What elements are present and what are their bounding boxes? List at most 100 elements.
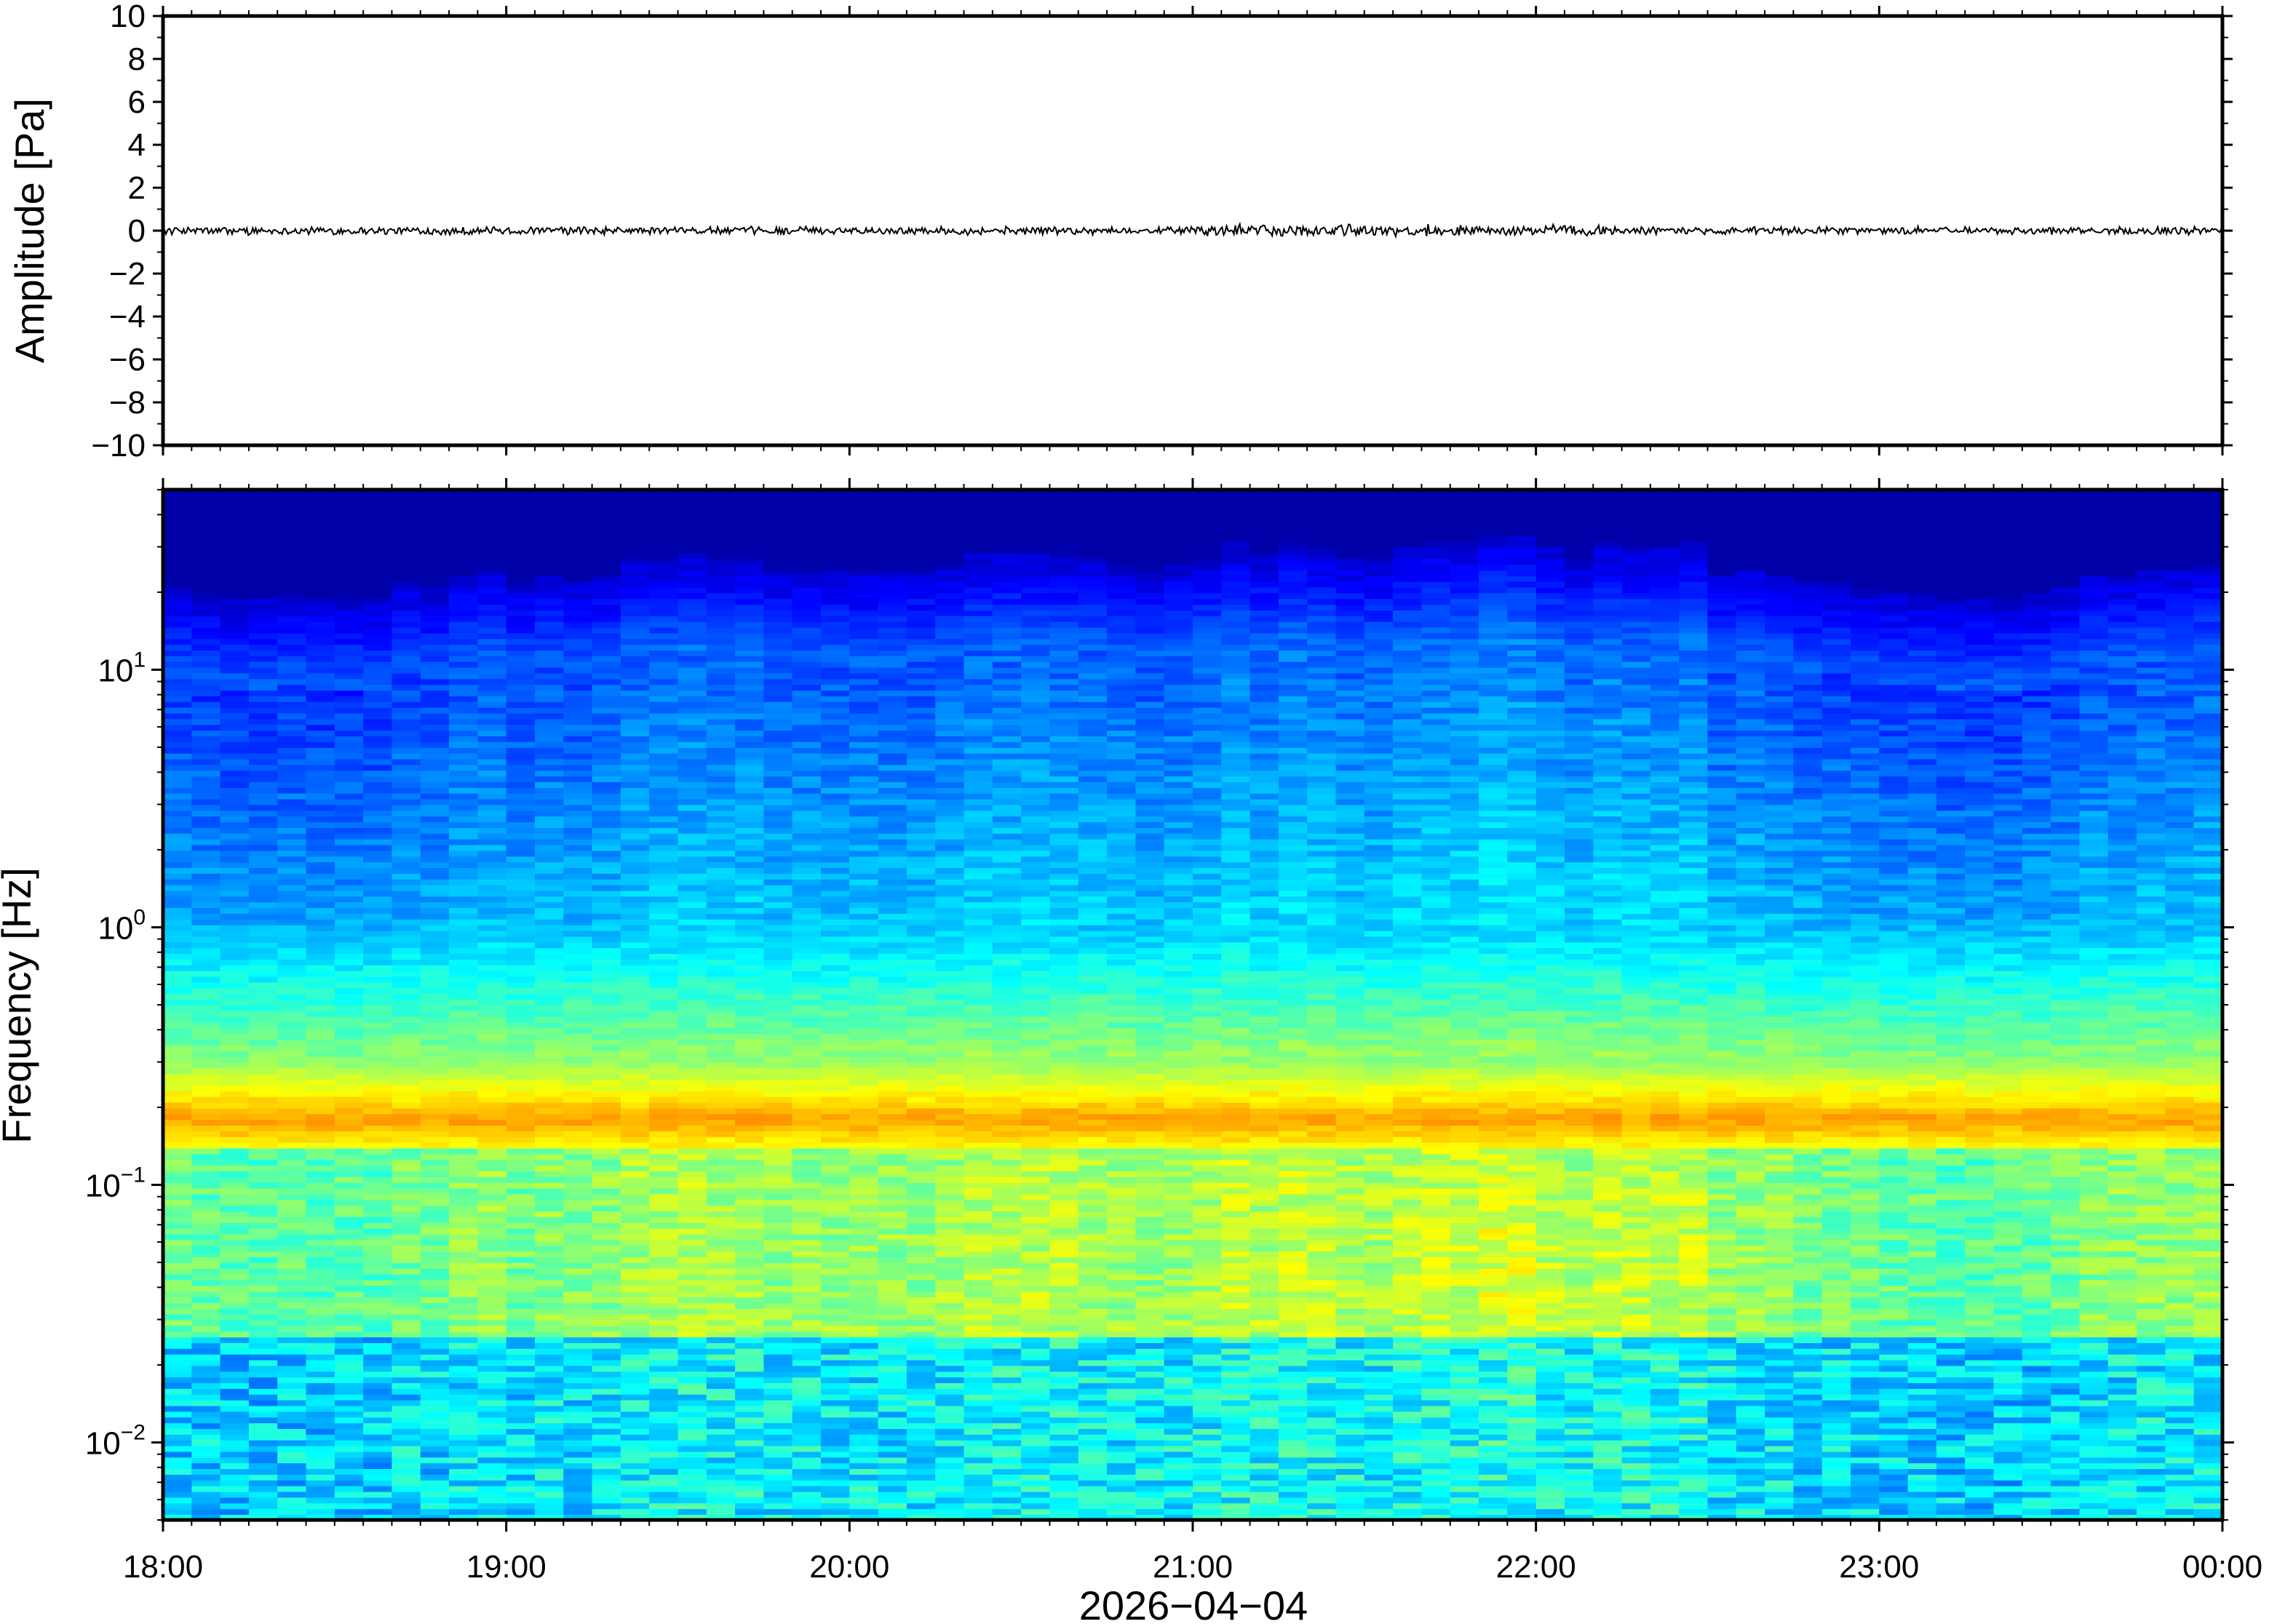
spectrogram-cell bbox=[392, 586, 421, 594]
spectrogram-cell bbox=[534, 1485, 565, 1492]
spectrogram-cell bbox=[878, 736, 907, 742]
spectrogram-cell bbox=[306, 1411, 335, 1418]
spectrogram-cell bbox=[163, 810, 193, 817]
spectrogram-cell bbox=[506, 1491, 536, 1498]
spectrogram-cell bbox=[592, 867, 621, 874]
spectrogram-cell bbox=[392, 1451, 421, 1458]
spectrogram-cell bbox=[763, 1165, 793, 1171]
spectrogram-cell bbox=[420, 907, 450, 914]
spectrogram-cell bbox=[878, 518, 907, 525]
spectrogram-cell bbox=[392, 718, 421, 725]
spectrogram-cell bbox=[163, 1067, 193, 1075]
spectrogram-cell bbox=[306, 942, 335, 949]
spectrogram-cell bbox=[220, 1491, 250, 1498]
spectrogram-cell bbox=[563, 1508, 593, 1515]
spectrogram-cell bbox=[706, 581, 736, 588]
spectrogram-cell bbox=[477, 999, 507, 1006]
spectrogram-cell bbox=[392, 592, 421, 600]
spectrogram-cell bbox=[592, 764, 621, 771]
spectrogram-cell bbox=[334, 1142, 364, 1149]
spectrogram-cell bbox=[620, 495, 650, 502]
spectrogram-cell bbox=[506, 558, 536, 565]
spectrogram-cell bbox=[248, 736, 279, 742]
spectrogram-cell bbox=[735, 844, 765, 851]
spectrogram-cell bbox=[763, 919, 793, 926]
spectrogram-cell bbox=[821, 1039, 851, 1046]
spectrogram-cell bbox=[191, 1217, 221, 1223]
spectrogram-cell bbox=[163, 535, 193, 542]
spectrogram-cell bbox=[191, 1147, 221, 1155]
spectrogram-cell bbox=[878, 1102, 907, 1109]
spectrogram-cell bbox=[792, 501, 822, 508]
spectrogram-cell bbox=[878, 1331, 907, 1338]
spectrogram-cell bbox=[649, 1177, 679, 1183]
spectrogram-cell bbox=[677, 982, 707, 989]
spectrogram-cell bbox=[534, 873, 565, 880]
spectrogram-cell bbox=[849, 1337, 879, 1343]
spectrogram-cell bbox=[363, 1313, 393, 1321]
spectrogram-cell bbox=[735, 776, 765, 782]
spectrogram-cell bbox=[163, 1451, 193, 1458]
spectrogram-cell bbox=[649, 1205, 679, 1211]
spectrogram-cell bbox=[334, 947, 364, 954]
spectrogram-cell bbox=[649, 1199, 679, 1206]
spectrogram-cell bbox=[849, 644, 879, 651]
spectrogram-cell bbox=[563, 907, 593, 914]
spectrogram-cell bbox=[477, 1497, 507, 1504]
spectrogram-cell bbox=[392, 1393, 421, 1401]
spectrogram-cell bbox=[649, 1091, 679, 1097]
spectrogram-cell bbox=[592, 666, 621, 674]
spectrogram-cell bbox=[878, 1491, 907, 1498]
spectrogram-cell bbox=[449, 501, 479, 508]
spectrogram-cell bbox=[792, 610, 822, 616]
spectrogram-cell bbox=[248, 827, 279, 834]
spectrogram-cell bbox=[592, 781, 621, 788]
spectrogram-cell bbox=[878, 1382, 907, 1389]
spectrogram-cell bbox=[792, 1142, 822, 1149]
spectrogram-cell bbox=[306, 890, 335, 897]
spectrogram-cell bbox=[306, 947, 335, 954]
spectrogram-cell bbox=[477, 770, 507, 777]
spectrogram-cell bbox=[534, 1422, 565, 1429]
spectrogram-cell bbox=[592, 1337, 621, 1343]
spectrogram-cell bbox=[563, 764, 593, 771]
spectrogram-cell bbox=[792, 896, 822, 903]
spectrogram-cell bbox=[392, 1222, 421, 1229]
spectrogram-cell bbox=[277, 919, 307, 926]
spectrogram-cell bbox=[334, 758, 364, 765]
spectrogram-cell bbox=[306, 1096, 335, 1103]
spectrogram-cell bbox=[191, 810, 221, 817]
spectrogram-cell bbox=[592, 1193, 621, 1201]
spectrogram-cell bbox=[649, 706, 679, 714]
spectrogram-cell bbox=[449, 1165, 479, 1171]
spectrogram-cell bbox=[649, 638, 679, 645]
spectrogram-cell bbox=[363, 1147, 393, 1155]
spectrogram-cell bbox=[420, 1091, 450, 1097]
spectrogram-cell bbox=[735, 1153, 765, 1161]
spectrogram-cell bbox=[220, 610, 250, 616]
spectrogram-cell bbox=[563, 1016, 593, 1023]
spectrogram-cell bbox=[506, 1377, 536, 1383]
spectrogram-cell bbox=[363, 1405, 393, 1412]
spectrogram-cell bbox=[735, 541, 765, 548]
spectrogram-cell bbox=[248, 896, 279, 903]
spectrogram-cell bbox=[420, 890, 450, 897]
spectrogram-cell bbox=[420, 1062, 450, 1069]
spectrogram-cell bbox=[763, 1085, 793, 1091]
spectrogram-cell bbox=[906, 1279, 937, 1286]
spectrogram-cell bbox=[248, 1257, 279, 1263]
spectrogram-cell bbox=[477, 1199, 507, 1206]
spectrogram-cell bbox=[334, 730, 364, 737]
spectrogram-cell bbox=[191, 1365, 221, 1372]
spectrogram-cell bbox=[277, 964, 307, 971]
spectrogram-cell bbox=[706, 1307, 736, 1315]
spectrogram-cell bbox=[191, 1319, 221, 1326]
spectrogram-cell bbox=[849, 1291, 879, 1297]
spectrogram-cell bbox=[592, 1096, 621, 1103]
spectrogram-cell bbox=[620, 490, 650, 496]
spectrogram-cell bbox=[620, 1050, 650, 1057]
spectrogram-cell bbox=[420, 873, 450, 880]
spectrogram-cell bbox=[735, 850, 765, 857]
spectrogram-cell bbox=[620, 1457, 650, 1464]
